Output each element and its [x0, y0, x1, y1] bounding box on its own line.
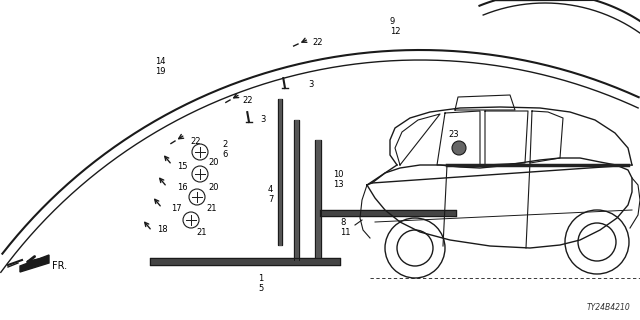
Circle shape	[452, 141, 466, 155]
Text: 21: 21	[206, 204, 216, 213]
Text: 18: 18	[157, 225, 168, 234]
Text: 15: 15	[177, 162, 188, 171]
Text: 3: 3	[308, 80, 314, 89]
Text: 17: 17	[171, 204, 182, 213]
Text: 10
13: 10 13	[333, 170, 344, 189]
Text: 3: 3	[260, 115, 266, 124]
Text: 20: 20	[208, 158, 218, 167]
Text: 22: 22	[190, 137, 200, 146]
Polygon shape	[294, 120, 299, 260]
Text: 22: 22	[242, 96, 253, 105]
Polygon shape	[315, 140, 321, 258]
Text: 21: 21	[196, 228, 207, 237]
Text: 20: 20	[208, 183, 218, 192]
Text: 14
19: 14 19	[155, 57, 166, 76]
Text: 22: 22	[312, 38, 323, 47]
Text: 2
6: 2 6	[222, 140, 227, 159]
Polygon shape	[320, 210, 456, 216]
Polygon shape	[278, 99, 282, 245]
Text: FR.: FR.	[52, 261, 67, 271]
Text: TY24B4210: TY24B4210	[586, 303, 630, 312]
Polygon shape	[150, 258, 340, 265]
Text: 23: 23	[448, 130, 459, 139]
Text: 8
11: 8 11	[340, 218, 351, 237]
Polygon shape	[20, 255, 49, 272]
Text: 9
12: 9 12	[390, 17, 401, 36]
Text: 4
7: 4 7	[268, 185, 273, 204]
Text: 16: 16	[177, 183, 188, 192]
Text: 1
5: 1 5	[258, 274, 263, 293]
